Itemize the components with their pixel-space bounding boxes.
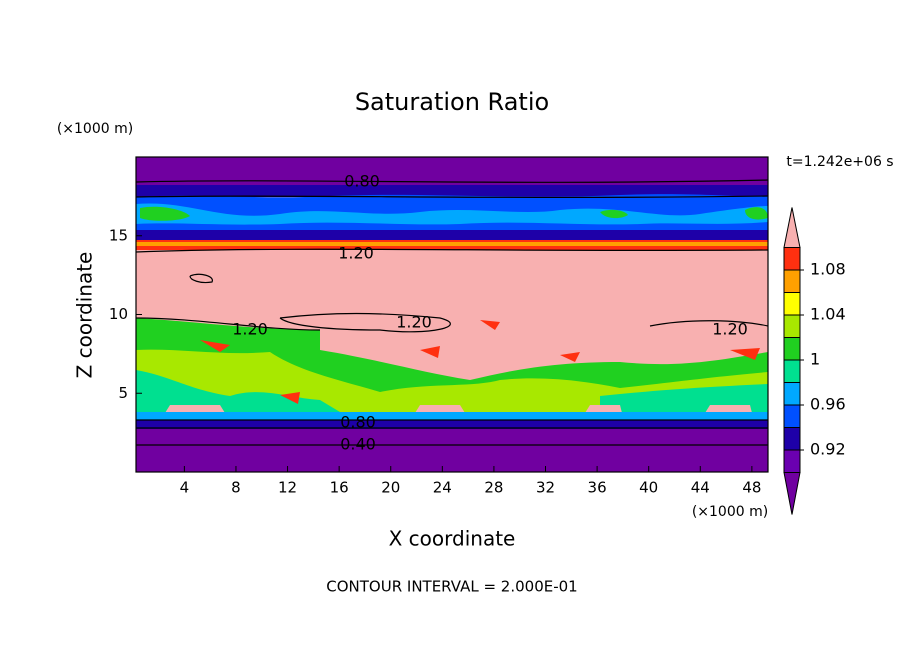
colorbar-label: 1 [810,350,820,369]
x-tick-label: 16 [330,479,349,497]
y-tick-label: 15 [109,226,128,244]
colorbar-box [783,449,801,473]
x-tick-label: 32 [536,479,555,497]
contour-label-text: 1.20 [396,313,432,332]
colorbar-box [783,292,801,316]
colorbar-box [783,269,801,293]
chart-title: Saturation Ratio [355,88,549,116]
colorbar-label: 1.04 [810,305,846,324]
time-label: t=1.242e+06 s [786,154,893,170]
colorbar-lower [783,472,801,515]
colorbar-label: 1.08 [810,260,846,279]
colorbar-upper [783,207,801,248]
x-tick-label: 12 [278,479,297,497]
x-tick-label: 28 [484,479,503,497]
contour-field [136,157,768,472]
footer: CONTOUR INTERVAL = 2.000E-01 [326,578,577,596]
contour-label-text: 0.40 [340,435,376,454]
colorbar-box [783,382,801,406]
y-unit: (×1000 m) [57,121,133,137]
colorbar-label: 0.96 [810,395,846,414]
y-tick-label: 10 [109,305,128,323]
contour-label-text: 1.20 [712,320,748,339]
contour-label-text: 1.20 [338,244,374,263]
colorbar-box [783,404,801,428]
x-tick-label: 20 [381,479,400,497]
y-tick-label: 5 [118,384,128,402]
contour-label: 0.80 [340,413,376,432]
contour-label-text: 0.80 [340,413,376,432]
contour-label: 1.20 [712,320,748,339]
contour-label: 1.20 [338,244,374,263]
contour-label-text: 1.20 [232,320,268,339]
x-tick-label: 48 [742,479,761,497]
x-tick-label: 36 [588,479,607,497]
x-tick-label: 44 [691,479,710,497]
contour-label: 1.20 [396,313,432,332]
y-axis-label: Z coordinate [73,252,97,379]
contour-label: 0.40 [340,435,376,454]
contour-label: 0.80 [344,172,380,191]
contour-label: 1.20 [232,320,268,339]
x-tick-label: 8 [231,479,241,497]
x-axis-label: X coordinate [389,527,516,551]
x-unit: (×1000 m) [692,504,768,520]
x-tick-label: 40 [639,479,658,497]
colorbar-label: 0.92 [810,440,846,459]
colorbar-box [783,314,801,338]
x-tick-label: 24 [433,479,452,497]
colorbar-box [783,337,801,361]
colorbar-box [783,247,801,271]
x-tick-label: 4 [180,479,190,497]
colorbar-box [783,427,801,451]
contour-label-text: 0.80 [344,172,380,191]
colorbar-box [783,359,801,383]
